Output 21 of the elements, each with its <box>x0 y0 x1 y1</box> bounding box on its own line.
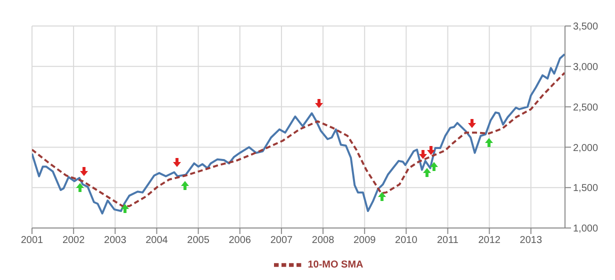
x-tick-label: 2002 <box>62 235 86 246</box>
x-tick-label: 2007 <box>270 235 294 246</box>
x-tick-label: 2005 <box>187 235 210 246</box>
y-tick-label: 1,500 <box>573 183 598 194</box>
legend-label: 10-MO SMA <box>308 260 364 271</box>
y-tick-label: 3,000 <box>573 62 598 73</box>
x-tick-label: 2006 <box>228 235 252 246</box>
x-tick-label: 2010 <box>395 235 418 246</box>
x-tick-label: 2004 <box>146 235 168 246</box>
y-tick-label: 2,000 <box>573 142 598 154</box>
x-tick-label: 2003 <box>104 235 127 246</box>
x-tick-label: 2011 <box>437 235 459 246</box>
x-tick-label: 2013 <box>520 235 542 246</box>
x-tick-label: 2008 <box>312 235 335 246</box>
y-tick-label: 1,000 <box>573 224 598 235</box>
line-series <box>32 53 565 214</box>
y-tick-label: 3,500 <box>573 22 598 33</box>
y-tick-label: 2,500 <box>573 102 598 114</box>
x-tick-label: 2001 <box>20 235 44 246</box>
x-tick-label: 2012 <box>478 235 501 246</box>
x-tick-label: 2009 <box>353 235 376 246</box>
